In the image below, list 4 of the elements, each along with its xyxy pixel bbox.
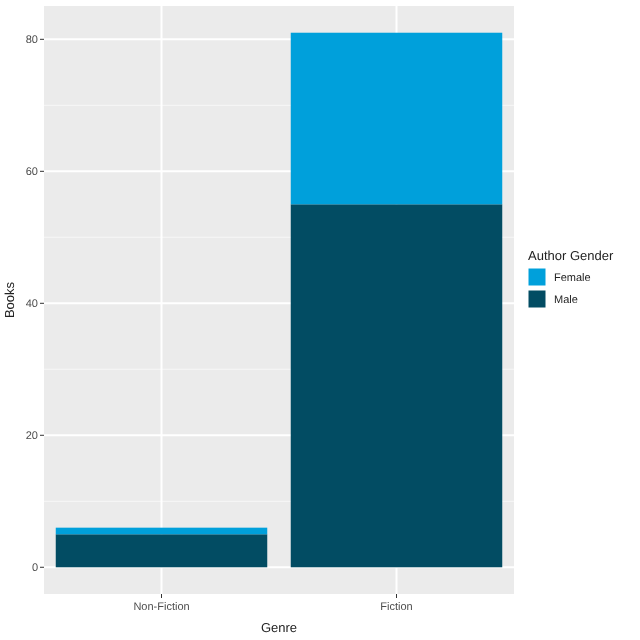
bar [290,204,503,568]
bar [55,534,268,568]
bar [290,32,503,205]
bar [55,527,268,535]
